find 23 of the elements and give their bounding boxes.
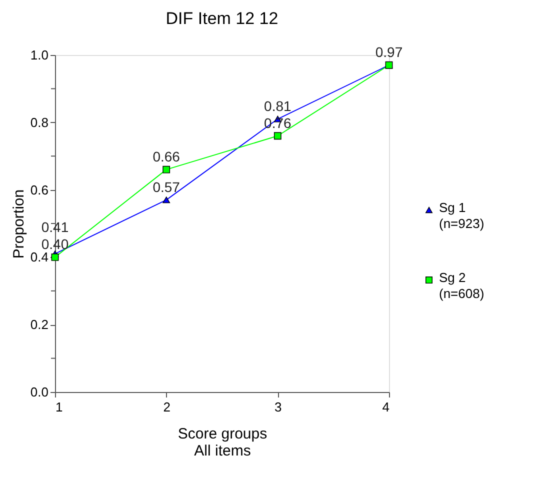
legend-label: Sg 2 (n=608) bbox=[439, 270, 484, 301]
data-label: 0.57 bbox=[152, 178, 180, 195]
legend-label: Sg 1 (n=923) bbox=[439, 200, 484, 231]
point bbox=[274, 132, 282, 140]
point bbox=[162, 196, 170, 204]
x-tick-label: 2 bbox=[163, 400, 170, 414]
point bbox=[51, 253, 59, 261]
x-tick-label: 1 bbox=[56, 400, 63, 414]
x-axis-title: Score groups All items bbox=[178, 426, 268, 460]
y-tick-label: 0.2 bbox=[30, 317, 48, 332]
data-label: 0.97 bbox=[375, 44, 403, 60]
y-tick-label: 0.0 bbox=[30, 384, 48, 400]
data-label: 0.66 bbox=[152, 148, 180, 165]
x-tick-label: 3 bbox=[274, 400, 282, 414]
x-tick-label: 4 bbox=[382, 400, 390, 414]
y-tick-label: 0.8 bbox=[30, 114, 48, 130]
y-tick-label: 0.4 bbox=[30, 250, 48, 265]
data-label: 0.81 bbox=[264, 98, 292, 114]
y-axis-title: Proportion bbox=[10, 189, 28, 259]
chart-title: DIF Item 12 12 bbox=[166, 9, 278, 28]
point bbox=[162, 166, 170, 174]
y-tick-label: 1.0 bbox=[30, 48, 48, 62]
y-tick-label: 0.6 bbox=[30, 182, 48, 198]
